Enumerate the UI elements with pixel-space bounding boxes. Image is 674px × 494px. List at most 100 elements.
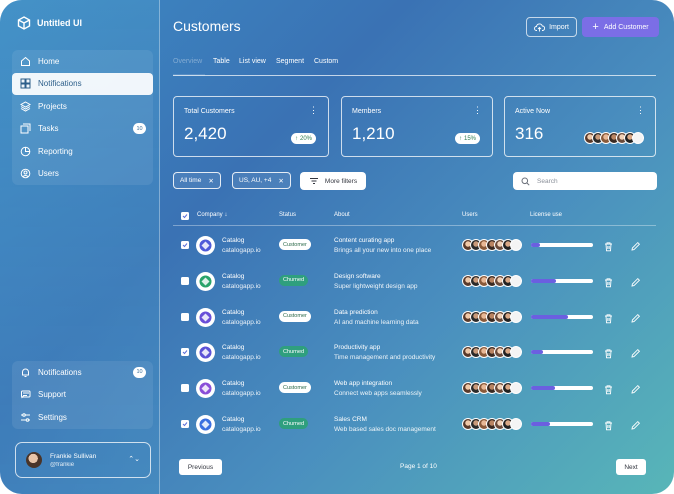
app-logo[interactable]: Untitled UI [17, 16, 82, 30]
about-description: Super lightweight design app [334, 282, 418, 290]
delete-button[interactable] [603, 346, 614, 359]
import-button[interactable]: Import [526, 17, 577, 37]
avatar [632, 132, 644, 144]
delete-button[interactable] [603, 275, 614, 288]
edit-button[interactable] [630, 418, 641, 430]
pencil-icon [630, 418, 641, 435]
sidebar-item-settings[interactable]: Settings [12, 406, 153, 429]
delete-button[interactable] [603, 418, 614, 431]
more-vertical-icon[interactable]: ⋮ [636, 105, 645, 115]
arrow-up-icon: ↑ [294, 135, 298, 142]
table-row[interactable]: Catalog catalogapp.io Customer Web app inte… [173, 371, 656, 407]
row-checkbox[interactable] [181, 384, 189, 393]
trash-icon [603, 346, 614, 363]
check-icon [182, 422, 188, 427]
pencil-icon [630, 239, 641, 256]
row-checkbox[interactable] [181, 276, 189, 285]
sidebar-item-tasks[interactable]: Tasks 10 [12, 118, 153, 141]
stat-card-total-customers: Total Customers 2,420 ⋮ ↑ 20% [173, 96, 329, 157]
stat-card-active-now: Active Now 316 ⋮ [504, 96, 656, 157]
delete-button[interactable] [603, 239, 614, 252]
sidebar-item-label: Notifications [38, 367, 82, 377]
avatar [510, 274, 522, 287]
sidebar-item-notifications[interactable]: Notifications [12, 72, 153, 95]
filter-chip-region[interactable]: US, AU, +4 ✕ [232, 172, 291, 189]
trash-icon [603, 382, 614, 399]
table-header: Company ↓ Status About Users License use [173, 206, 656, 226]
row-checkbox[interactable] [181, 312, 189, 321]
table-row[interactable]: Catalog catalogapp.io Churned Productivity … [173, 335, 656, 371]
layers-icon [20, 101, 31, 112]
column-header-about: About [334, 212, 350, 218]
more-filters-button[interactable]: More filters [300, 172, 366, 190]
previous-page-button[interactable]: Previous [179, 459, 222, 475]
search-input[interactable]: Search [513, 172, 657, 190]
delete-button[interactable] [603, 311, 614, 323]
page-title: Customers [173, 18, 241, 34]
search-placeholder: Search [537, 177, 558, 185]
sidebar-item-label: Users [38, 169, 59, 179]
pencil-icon [630, 311, 641, 328]
about-description: Web based sales doc management [334, 426, 436, 433]
sidebar-item-projects[interactable]: Projects [12, 95, 153, 118]
about-description: AI and machine learning data [334, 318, 419, 326]
filter-chip-time[interactable]: All time ✕ [173, 172, 221, 189]
users-avatar-group [462, 418, 522, 430]
users-avatar-group [462, 310, 522, 323]
sidebar-item-reporting[interactable]: Reporting [12, 140, 153, 163]
close-icon[interactable]: ✕ [208, 177, 214, 185]
edit-button[interactable] [630, 275, 641, 287]
add-customer-button[interactable]: + Add Customer [582, 17, 659, 37]
trend-value: 15% [463, 135, 476, 142]
license-progress-fill [531, 350, 544, 355]
company-logo-icon [196, 236, 215, 255]
next-page-button[interactable]: Next [616, 459, 646, 475]
table-row[interactable]: Catalog catalogapp.io Churned Sales CRM Web … [173, 407, 656, 443]
user-handle: @frankie [50, 461, 75, 468]
trash-icon [603, 418, 614, 435]
edit-button[interactable] [630, 346, 641, 358]
license-progress-fill [531, 314, 569, 319]
delete-button[interactable] [603, 382, 614, 395]
column-header-status: Status [279, 212, 297, 218]
status-badge: Customer [279, 310, 311, 322]
table-row[interactable]: Catalog catalogapp.io Churned Design softwa… [173, 264, 656, 300]
tab-custom[interactable]: Custom [314, 58, 339, 65]
more-vertical-icon[interactable]: ⋮ [473, 105, 482, 115]
check-icon [182, 350, 188, 355]
sidebar-item-support[interactable]: Support [12, 384, 153, 407]
sidebar-item-notifications[interactable]: Notifications 10 [12, 361, 153, 384]
table-row[interactable]: Catalog catalogapp.io Customer Data predict… [173, 300, 656, 336]
tab-list-view[interactable]: List view [239, 58, 266, 65]
user-account-card[interactable]: Frankie Sullivan @frankie ⌃⌄ [15, 442, 151, 478]
check-icon [182, 214, 188, 219]
sidebar-item-users[interactable]: Users [12, 163, 153, 186]
column-header-company[interactable]: Company ↓ [197, 212, 227, 218]
edit-button[interactable] [630, 239, 641, 251]
edit-button[interactable] [630, 311, 641, 323]
about-title: Sales CRM [334, 416, 367, 423]
active-users-avatar-group [584, 132, 644, 144]
pencil-icon [630, 382, 641, 399]
row-checkbox[interactable] [181, 241, 189, 249]
row-checkbox[interactable] [181, 420, 189, 428]
company-url: catalogapp.io [222, 318, 261, 326]
tab-table[interactable]: Table [213, 58, 230, 65]
close-icon[interactable]: ✕ [278, 177, 284, 185]
sidebar-item-label: Home [38, 56, 60, 66]
column-label: Company [197, 212, 223, 218]
sidebar: Untitled UI Home Notifications Projects Tas… [0, 0, 160, 494]
more-vertical-icon[interactable]: ⋮ [309, 105, 318, 115]
company-name: Catalog [222, 237, 245, 244]
table-row[interactable]: Catalog catalogapp.io Customer Content cura… [173, 228, 656, 264]
users-avatar-group [462, 346, 522, 359]
tab-overview[interactable]: Overview [173, 58, 203, 65]
about-title: Web app integration [334, 380, 393, 388]
count-badge: 10 [133, 123, 146, 134]
tab-segment[interactable]: Segment [276, 58, 305, 65]
sidebar-item-home[interactable]: Home [12, 50, 153, 73]
edit-button[interactable] [630, 382, 641, 394]
stat-label: Active Now [515, 108, 551, 115]
row-checkbox[interactable] [181, 348, 189, 357]
select-all-checkbox[interactable] [181, 212, 189, 220]
